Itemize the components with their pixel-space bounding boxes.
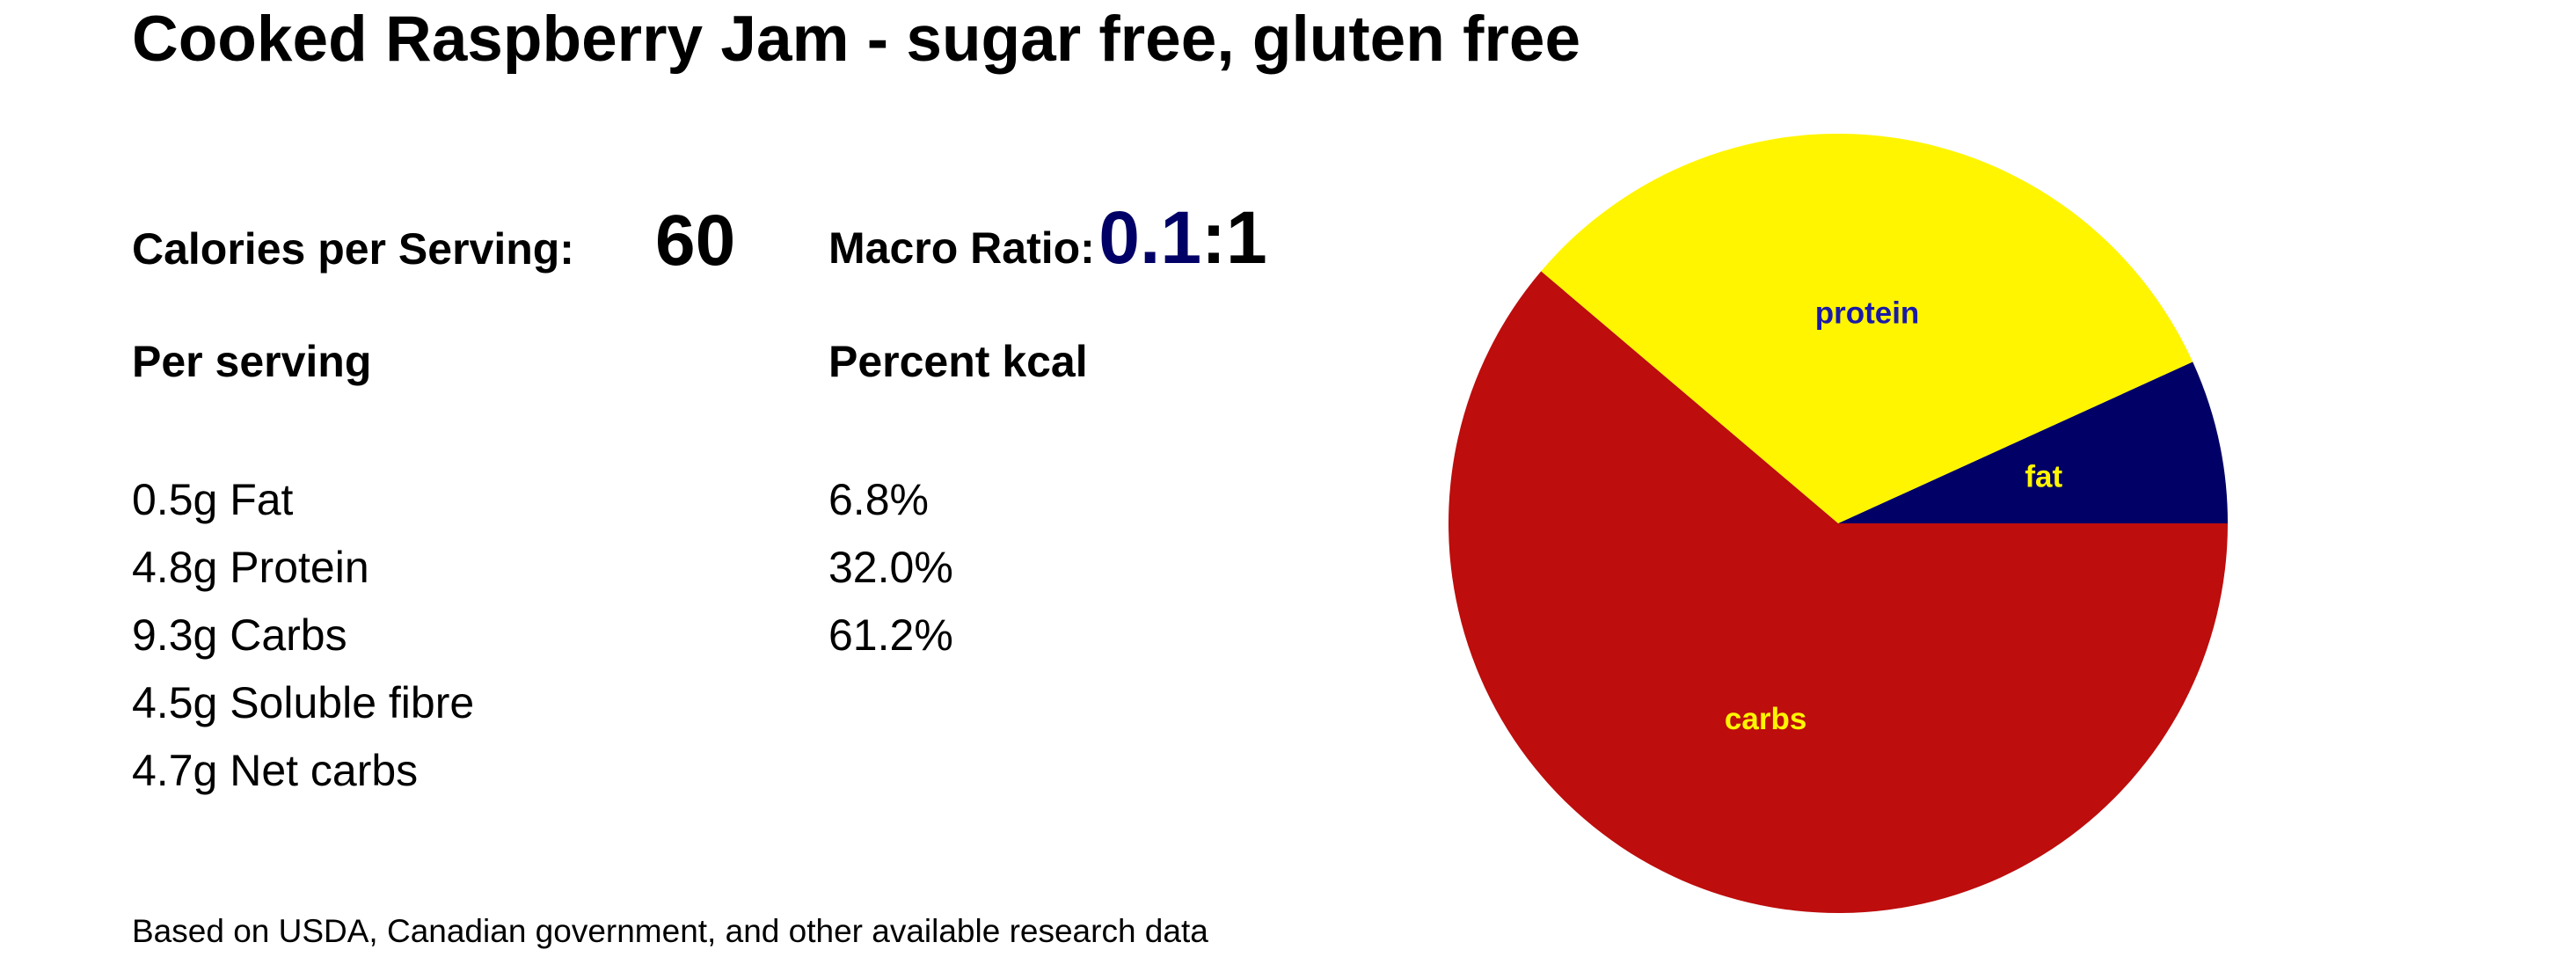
pie-label-carbs: carbs — [1725, 702, 1806, 736]
macro-ratio-rest-value: :1 — [1201, 196, 1267, 279]
pie-label-fat: fat — [2025, 460, 2062, 494]
pie-label-protein: protein — [1815, 296, 1920, 330]
per-serving-heading: Per serving — [132, 337, 372, 386]
per-serving-soluble-fibre: 4.5g Soluble fibre — [132, 678, 475, 727]
per-serving-protein: 4.8g Protein — [132, 543, 369, 592]
calories-label: Calories per Serving: — [132, 224, 574, 274]
per-serving-fat: 0.5g Fat — [132, 475, 294, 524]
calories-value: 60 — [655, 201, 736, 281]
page-title: Cooked Raspberry Jam - sugar free, glute… — [132, 4, 1581, 75]
macro-pie-chart: fat protein carbs — [1449, 133, 2228, 913]
per-serving-carbs: 9.3g Carbs — [132, 610, 347, 660]
pie-slice-protein — [1541, 133, 2193, 523]
pie-slice-fat — [1838, 362, 2228, 523]
percent-kcal-fat: 6.8% — [828, 475, 929, 524]
percent-kcal-protein: 32.0% — [828, 543, 953, 592]
macro-ratio-main-value: 0.1 — [1098, 196, 1202, 279]
per-serving-net-carbs: 4.7g Net carbs — [132, 746, 419, 795]
pie-slice-carbs — [1449, 271, 2228, 913]
macro-ratio-label: Macro Ratio: — [828, 223, 1095, 273]
percent-kcal-carbs: 61.2% — [828, 610, 953, 660]
macro-ratio: Macro Ratio: 0.1:1 — [828, 201, 1267, 274]
percent-kcal-heading: Percent kcal — [828, 337, 1088, 386]
footnote: Based on USDA, Canadian government, and … — [132, 913, 1208, 949]
